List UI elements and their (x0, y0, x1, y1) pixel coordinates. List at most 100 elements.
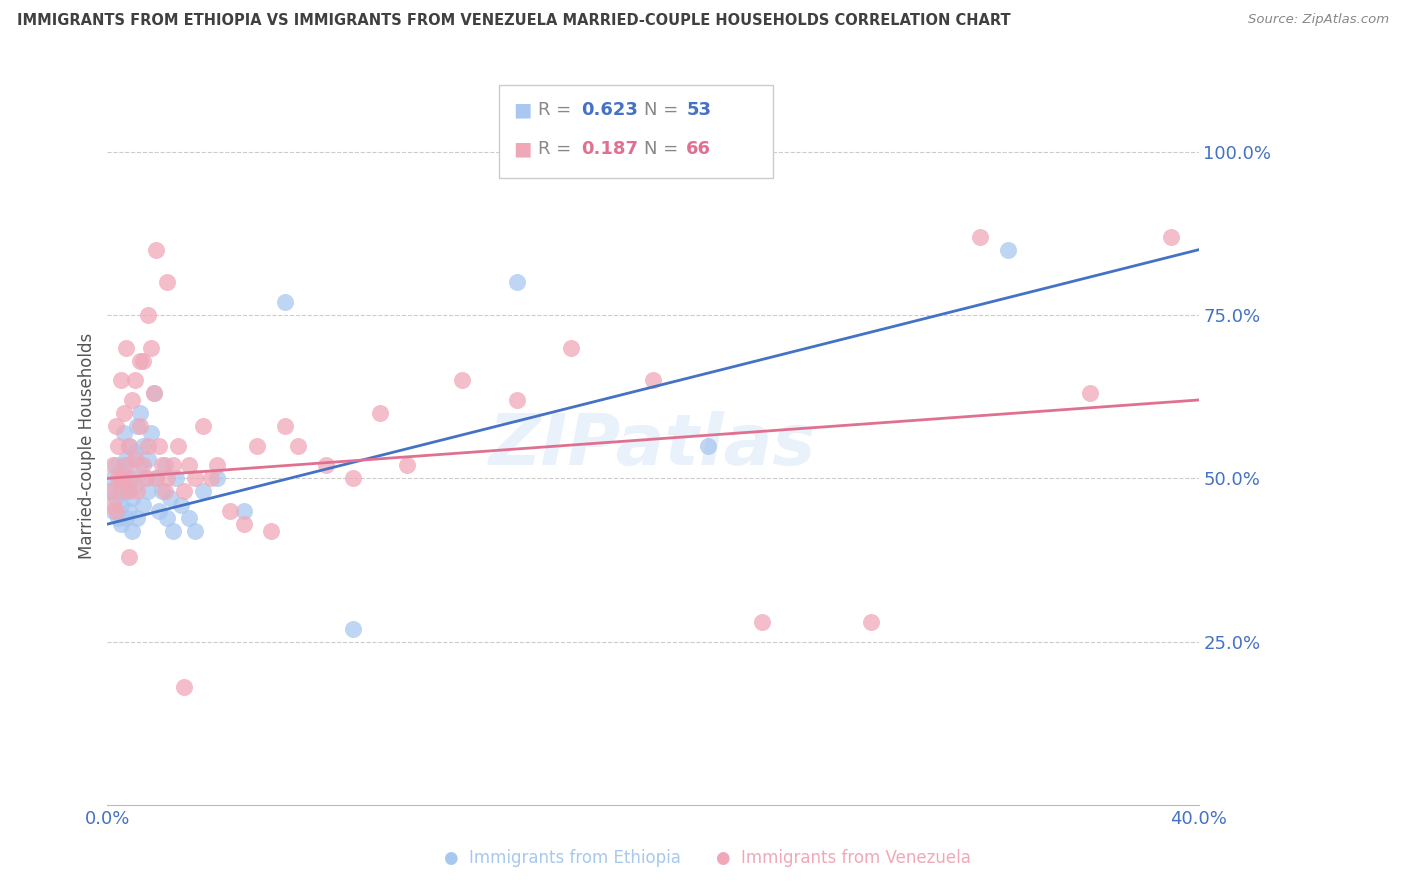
Point (505, 392, 527, 407)
Point (118, 439, 141, 453)
Point (110, 498, 132, 512)
Point (153, 484, 176, 499)
Point (170, 498, 193, 512)
Text: N =: N = (644, 140, 683, 158)
Point (179, 510, 201, 524)
Point (132, 498, 155, 512)
Point (121, 524, 143, 538)
Point (98, 484, 121, 499)
Point (191, 419, 214, 434)
Point (641, 373, 664, 387)
Text: 0.623: 0.623 (581, 101, 637, 119)
Point (156, 510, 179, 524)
Point (115, 484, 138, 499)
Point (167, 439, 190, 453)
Text: R =: R = (538, 101, 578, 119)
Point (118, 471, 141, 485)
Point (118, 484, 141, 499)
Point (162, 524, 184, 538)
Point (101, 471, 124, 485)
Point (132, 353, 155, 368)
Point (751, 615, 773, 629)
Point (246, 439, 269, 453)
Point (115, 451, 138, 466)
Point (396, 458, 419, 473)
Point (342, 471, 364, 485)
Point (156, 276, 179, 290)
Point (139, 425, 162, 440)
Point (142, 386, 165, 401)
Point (112, 406, 135, 420)
Text: 0.187: 0.187 (581, 140, 638, 158)
Point (342, 622, 364, 636)
Point (145, 243, 167, 257)
Point (129, 406, 152, 420)
Point (110, 471, 132, 485)
Point (136, 308, 159, 322)
Point (112, 484, 135, 499)
Point (135, 471, 157, 485)
Point (150, 458, 173, 473)
Point (200, 471, 222, 485)
Point (145, 471, 167, 485)
Point (104, 504, 127, 518)
Point (191, 484, 214, 499)
Point (232, 517, 254, 532)
Point (273, 419, 295, 434)
Point (127, 484, 149, 499)
Point (121, 471, 143, 485)
Point (232, 504, 254, 518)
Point (115, 510, 138, 524)
Point (260, 524, 283, 538)
Point (969, 229, 991, 244)
Point (118, 439, 141, 453)
Point (505, 276, 527, 290)
Point (121, 491, 143, 505)
Point (156, 471, 179, 485)
Point (205, 471, 228, 485)
Point (124, 451, 146, 466)
Point (107, 439, 129, 453)
Point (205, 458, 228, 473)
Point (129, 419, 152, 434)
Point (148, 504, 170, 518)
Point (132, 458, 155, 473)
Point (173, 681, 195, 695)
Point (110, 465, 132, 479)
Text: ■: ■ (513, 100, 531, 120)
Point (173, 484, 195, 499)
Point (162, 458, 184, 473)
Point (110, 484, 132, 499)
Point (124, 478, 146, 492)
Point (104, 419, 127, 434)
Text: IMMIGRANTS FROM ETHIOPIA VS IMMIGRANTS FROM VENEZUELA MARRIED-COUPLE HOUSEHOLDS : IMMIGRANTS FROM ETHIOPIA VS IMMIGRANTS F… (17, 13, 1011, 29)
Text: ■: ■ (513, 139, 531, 159)
Point (104, 458, 127, 473)
Text: ●  Immigrants from Ethiopia: ● Immigrants from Ethiopia (444, 849, 681, 867)
Point (115, 458, 138, 473)
Point (183, 524, 205, 538)
Point (219, 504, 242, 518)
Point (179, 458, 201, 473)
Point (107, 510, 129, 524)
Text: ZIPatlas: ZIPatlas (489, 411, 817, 480)
Text: R =: R = (538, 140, 578, 158)
Point (101, 458, 124, 473)
Text: N =: N = (644, 101, 683, 119)
Text: 66: 66 (686, 140, 711, 158)
Point (136, 484, 159, 499)
Point (136, 439, 159, 453)
Point (107, 471, 129, 485)
Point (124, 445, 146, 459)
Point (101, 498, 124, 512)
Point (159, 491, 181, 505)
Point (107, 478, 129, 492)
Point (368, 406, 391, 420)
Point (139, 341, 162, 355)
Point (127, 510, 149, 524)
Point (115, 341, 138, 355)
Point (135, 471, 157, 485)
Point (112, 471, 135, 485)
Point (124, 373, 146, 387)
Point (132, 439, 155, 453)
